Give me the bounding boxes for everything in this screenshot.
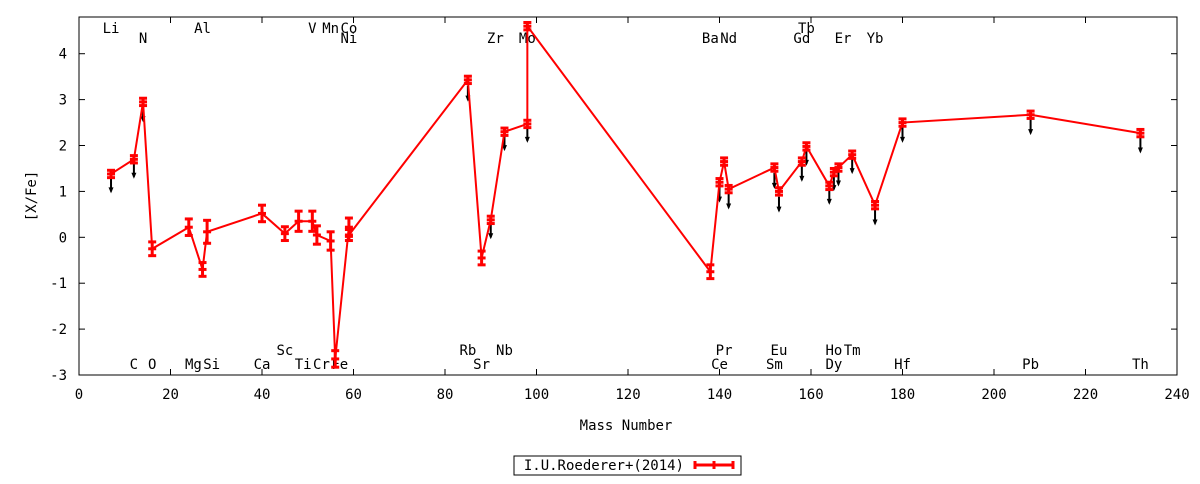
element-label: Tb — [798, 21, 815, 37]
element-label: Yb — [867, 31, 884, 47]
y-tick-label: 3 — [59, 93, 67, 109]
element-label: Co — [340, 21, 357, 37]
y-tick-label: -1 — [50, 276, 67, 292]
limit-arrow-head — [872, 219, 878, 226]
x-axis-label: Mass Number — [580, 418, 673, 434]
element-label: Ho — [825, 343, 842, 359]
element-label: Tm — [844, 343, 861, 359]
legend-box — [513, 455, 742, 476]
limit-arrow-head — [771, 182, 777, 189]
x-tick-label: 60 — [345, 387, 362, 403]
element-label: Ca — [254, 357, 271, 373]
series-line — [110, 23, 1141, 360]
limit-arrow-head — [726, 203, 732, 210]
element-label: Hf — [894, 357, 911, 373]
element-label: Mn — [322, 21, 339, 37]
element-label: Sm — [766, 357, 783, 373]
x-tick-label: 220 — [1073, 387, 1098, 403]
x-tick-label: 120 — [615, 387, 640, 403]
element-label: Sr — [473, 357, 490, 373]
y-tick-label: -2 — [50, 322, 67, 338]
x-tick-label: 240 — [1164, 387, 1189, 403]
element-label: Nd — [720, 31, 737, 47]
limit-arrow-head — [849, 168, 855, 175]
y-axis-label: [X/Fe] — [24, 171, 40, 222]
y-tick-label: 2 — [59, 139, 67, 155]
element-label: N — [139, 31, 147, 47]
element-label: Pb — [1022, 357, 1039, 373]
x-tick-label: 0 — [75, 387, 83, 403]
element-label: Eu — [771, 343, 788, 359]
y-tick-label: 1 — [59, 184, 67, 200]
limit-arrow-head — [835, 180, 841, 187]
limit-arrow-head — [799, 175, 805, 182]
x-tick-label: 160 — [798, 387, 823, 403]
element-label: Pr — [716, 343, 733, 359]
x-tick-label: 140 — [707, 387, 732, 403]
limit-arrow-head — [524, 136, 530, 143]
legend-symbol — [693, 461, 735, 469]
chart-marks: 0 20 40 60 80 100 120 140 160 180 200 220 240 -3 -2 -1 0… — [50, 16, 1190, 403]
element-label: Al — [194, 21, 211, 37]
x-tick-label: 200 — [981, 387, 1006, 403]
element-label: Mg — [185, 357, 202, 373]
x-tick-label: 180 — [890, 387, 915, 403]
element-label: Ba — [702, 31, 719, 47]
element-label: Ce — [711, 357, 728, 373]
element-label: Ti — [295, 357, 312, 373]
element-label: Rb — [459, 343, 476, 359]
limit-arrow-head — [826, 198, 832, 205]
limit-arrow-head — [1137, 147, 1143, 154]
limit-arrow-head — [776, 206, 782, 213]
legend: I.U.Roederer+(2014) — [513, 455, 742, 476]
y-tick-label: -3 — [50, 368, 67, 384]
element-label: Dy — [825, 357, 842, 373]
element-label: Ni — [340, 31, 357, 47]
x-tick-label: 20 — [162, 387, 179, 403]
x-tick-label: 100 — [524, 387, 549, 403]
element-label: Th — [1132, 357, 1149, 373]
x-tick-label: 40 — [254, 387, 271, 403]
element-label: Sc — [276, 343, 293, 359]
element-label: Er — [835, 31, 852, 47]
limit-arrow-head — [108, 187, 114, 194]
element-label: O — [148, 357, 156, 373]
y-tick-label: 4 — [59, 47, 67, 63]
x-tick-label: 80 — [437, 387, 454, 403]
limit-arrow-head — [131, 172, 137, 179]
element-label: V — [308, 21, 317, 37]
element-label: Gd — [793, 31, 810, 47]
element-label: Cr — [313, 357, 330, 373]
limit-arrow-head — [1028, 129, 1034, 136]
limit-arrow-head — [501, 145, 507, 152]
limit-arrow-head — [900, 136, 905, 143]
legend-label: I.U.Roederer+(2014) — [524, 458, 684, 474]
limit-arrow-head — [488, 233, 494, 240]
plot-frame — [78, 16, 1178, 376]
y-tick-label: 0 — [59, 230, 67, 246]
element-label: Zr — [487, 31, 504, 47]
element-label: Li — [103, 21, 120, 37]
element-label: Nb — [496, 343, 513, 359]
element-label: Si — [203, 357, 220, 373]
element-label: C — [130, 357, 138, 373]
